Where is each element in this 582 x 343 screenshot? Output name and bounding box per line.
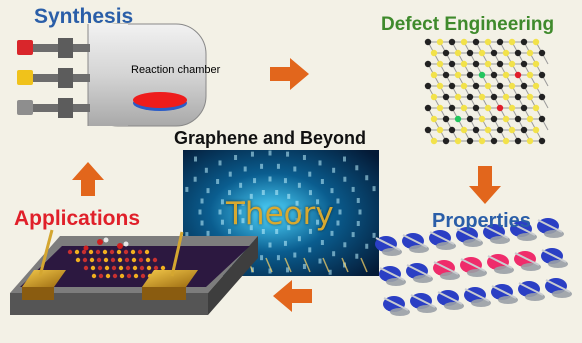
reaction-chamber-label: Reaction chamber	[131, 64, 221, 76]
properties-title: Properties	[432, 210, 531, 232]
theory-label: Theory	[226, 196, 334, 232]
graphene-and-beyond-title: Graphene and Beyond	[174, 128, 367, 148]
applications-title: Applications	[14, 207, 141, 230]
applications-device	[10, 229, 258, 315]
arrow-right-icon	[270, 58, 309, 90]
properties-structure-illustration	[375, 218, 572, 316]
arrow-up-icon	[72, 162, 104, 196]
defect-lattice-illustration	[424, 38, 549, 145]
synthesis-reactor	[17, 23, 207, 127]
arrow-left-icon	[273, 280, 312, 312]
defect-engineering-title: Defect Engineering	[381, 14, 555, 35]
arrow-down-icon	[469, 166, 501, 204]
synthesis-title: Synthesis	[34, 5, 134, 28]
